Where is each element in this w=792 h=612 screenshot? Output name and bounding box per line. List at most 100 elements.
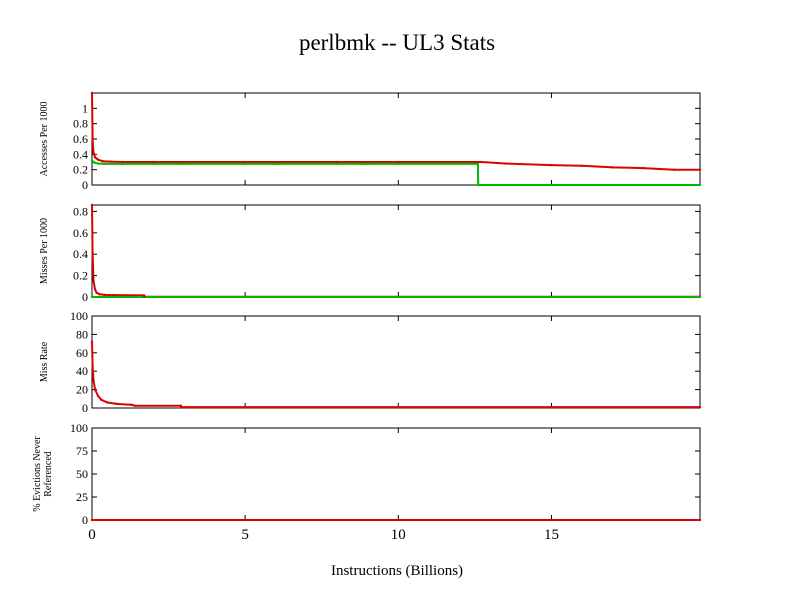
data-point xyxy=(99,398,103,401)
y-tick-label: 0.8 xyxy=(73,204,88,218)
data-point xyxy=(133,404,137,407)
y-tick-label: 100 xyxy=(70,421,88,435)
data-point xyxy=(115,402,118,406)
data-point xyxy=(479,160,483,164)
series-line-1 xyxy=(91,204,700,298)
data-point xyxy=(121,162,124,166)
data-point xyxy=(96,394,100,398)
data-point xyxy=(580,164,584,168)
data-point xyxy=(698,168,702,171)
data-point xyxy=(698,183,702,187)
data-point xyxy=(121,160,124,164)
chart-title: perlbmk -- UL3 Stats xyxy=(299,30,495,55)
y-tick-label: 0 xyxy=(82,178,88,192)
data-point xyxy=(93,288,97,291)
y-tick-label: 0.8 xyxy=(73,117,88,131)
data-point xyxy=(98,293,101,296)
y-tick-label: 20 xyxy=(76,383,88,397)
data-point xyxy=(182,162,186,166)
data-point xyxy=(179,405,183,409)
x-tick-label: 0 xyxy=(88,527,96,543)
data-point xyxy=(90,518,94,522)
data-point xyxy=(96,162,100,165)
data-point xyxy=(130,403,134,406)
data-point xyxy=(397,160,400,164)
y-tick-label: 0.6 xyxy=(73,132,88,146)
data-point xyxy=(95,291,98,294)
y-tick-label: 0.2 xyxy=(73,163,88,177)
y-tick-label: 0.4 xyxy=(73,147,88,161)
data-point xyxy=(90,203,94,207)
y-tick-label: 0 xyxy=(82,513,88,527)
data-point xyxy=(152,160,155,164)
panel-3: 0 20 40 60 80 100 Miss Rate xyxy=(39,309,702,415)
data-point xyxy=(335,160,339,164)
data-point xyxy=(274,162,277,166)
y-tick-label: 0.2 xyxy=(73,269,88,283)
data-point xyxy=(642,166,645,170)
data-point xyxy=(90,340,94,343)
data-point xyxy=(90,159,94,162)
panel-4: 0 25 50 75 100 % Evictions NeverReferenced xyxy=(32,421,702,527)
data-point xyxy=(92,151,95,154)
y-tick-label: 40 xyxy=(76,364,88,378)
data-point xyxy=(101,160,104,163)
y-tick-label: 75 xyxy=(76,444,88,458)
data-point xyxy=(698,405,702,409)
plot-frame xyxy=(91,315,701,409)
y-tick-label: 1 xyxy=(82,101,88,115)
data-point xyxy=(92,279,95,283)
data-point xyxy=(93,388,97,391)
y-tick-label: 100 xyxy=(70,309,88,323)
data-point xyxy=(91,137,94,141)
plot-frame xyxy=(91,427,701,521)
series-line-1 xyxy=(91,92,700,171)
data-point xyxy=(106,401,109,404)
data-point xyxy=(96,158,100,161)
series-line-1 xyxy=(91,341,700,409)
plot-frame xyxy=(91,92,701,186)
y-axis-label: Miss Rate xyxy=(39,341,50,382)
data-point xyxy=(103,293,106,297)
y-axis-label: Misses Per 1000 xyxy=(39,218,50,284)
data-point xyxy=(93,156,97,159)
data-point xyxy=(91,365,94,368)
y-tick-label: 80 xyxy=(76,327,88,341)
y-tick-label: 0 xyxy=(82,401,88,415)
x-tick-label: 10 xyxy=(391,527,406,543)
panel-1: 00.2 0.40.60.8 1 Accesses Per 1000 xyxy=(39,91,702,192)
data-point xyxy=(92,379,95,382)
data-point xyxy=(109,160,112,163)
data-point xyxy=(91,253,94,256)
y-tick-label: 0.4 xyxy=(73,247,88,261)
data-point xyxy=(477,183,480,187)
y-tick-label: 60 xyxy=(76,346,88,360)
data-point xyxy=(476,162,480,166)
y-tick-label: 50 xyxy=(76,467,88,481)
data-point xyxy=(109,295,112,299)
data-point xyxy=(143,295,146,298)
data-point xyxy=(698,295,702,299)
y-tick-label: 0.6 xyxy=(73,226,88,240)
data-point xyxy=(103,162,106,166)
data-point xyxy=(112,293,115,297)
y-tick-label: 0 xyxy=(82,290,88,304)
data-point xyxy=(504,162,507,165)
data-point xyxy=(550,163,553,167)
panel-2: 0 0.2 0.4 0.6 0.8 Misses Per 1000 xyxy=(39,203,702,304)
x-tick-label: 5 xyxy=(241,527,249,543)
x-axis-label: Instructions (Billions) xyxy=(331,563,463,579)
y-axis-label: Accesses Per 1000 xyxy=(39,102,50,177)
y-tick-label: 25 xyxy=(76,490,88,504)
x-tick-label: 15 xyxy=(544,527,559,543)
y-axis-label: % Evictions NeverReferenced xyxy=(32,436,54,512)
data-point xyxy=(366,162,369,166)
data-point xyxy=(243,160,247,164)
data-point xyxy=(93,161,97,164)
data-point xyxy=(611,166,614,169)
data-point xyxy=(672,168,676,171)
data-point xyxy=(698,518,702,522)
data-point xyxy=(90,295,94,299)
